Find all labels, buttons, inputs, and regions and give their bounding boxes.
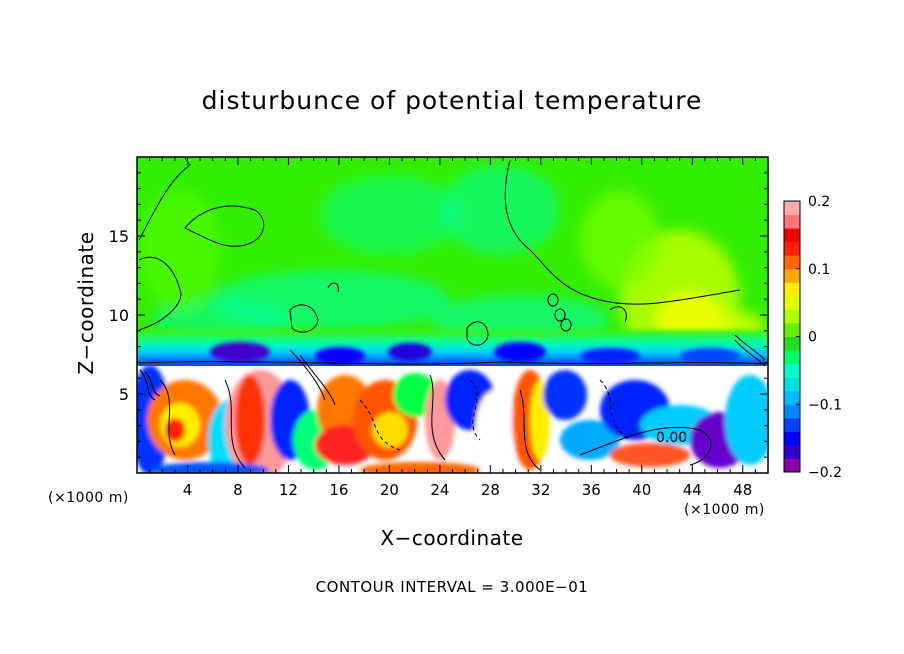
colorbar-swatch [784, 201, 800, 216]
colorbar-tick-label: −0.2 [808, 465, 842, 481]
colorbar-swatch [784, 363, 800, 378]
x-tick-label: 20 [380, 481, 399, 499]
colorbar-tick-label: −0.1 [808, 397, 842, 413]
x-unit-right: (×1000 m) [684, 502, 765, 518]
contour-label: 0.00 [656, 430, 687, 446]
colorbar-swatch [784, 431, 800, 446]
colorbar-swatch [784, 377, 800, 392]
x-tick-label: 24 [430, 481, 449, 499]
colorbar-swatch [784, 282, 800, 297]
colorbar-swatch [784, 390, 800, 405]
contour-interval-note: CONTOUR INTERVAL = 3.000E−01 [315, 578, 589, 596]
x-tick-label: 48 [733, 481, 752, 499]
colorbar-swatch [784, 255, 800, 270]
colorbar-swatch [784, 322, 800, 337]
colorbar-swatch [784, 444, 800, 459]
colorbar-swatch [784, 458, 800, 473]
colorbar-swatch [784, 214, 800, 229]
colorbar-swatch [784, 336, 800, 351]
x-unit-left: (×1000 m) [48, 490, 129, 506]
colorbar: 0.2 0.1 0 −0.1 −0.2 [783, 194, 842, 481]
colorbar-swatch [784, 241, 800, 256]
y-tick-label: 10 [109, 306, 129, 325]
colorbar-swatch [784, 228, 800, 243]
colorbar-swatch [784, 404, 800, 419]
x-tick-label: 28 [481, 481, 500, 499]
y-tick-label: 15 [109, 227, 129, 246]
colorbar-tick-label: 0.1 [808, 262, 830, 278]
x-axis-label: X−coordinate [380, 526, 524, 550]
chart-title: disturbunce of potential temperature [201, 86, 703, 115]
x-tick-label: 12 [279, 481, 298, 499]
field-lower [137, 366, 768, 473]
colorbar-swatch [784, 268, 800, 283]
colorbar-swatch [784, 309, 800, 324]
x-tick-label: 44 [683, 481, 702, 499]
x-tick-label: 40 [632, 481, 651, 499]
colorbar-swatch [784, 350, 800, 365]
x-tick-label: 16 [329, 481, 348, 499]
x-tick-label: 32 [531, 481, 550, 499]
colorbar-tick-label: 0.2 [808, 194, 830, 210]
y-tick-label: 5 [119, 385, 129, 404]
colorbar-swatch [784, 295, 800, 310]
colorbar-swatch [784, 417, 800, 432]
x-tick-label: 8 [233, 481, 243, 499]
x-tick-label: 36 [582, 481, 601, 499]
field-upper [137, 157, 768, 473]
y-axis-label: Z−coordinate [74, 231, 98, 375]
x-tick-label: 4 [183, 481, 193, 499]
contour-lines [138, 157, 768, 471]
colorbar-tick-label: 0 [808, 330, 817, 346]
